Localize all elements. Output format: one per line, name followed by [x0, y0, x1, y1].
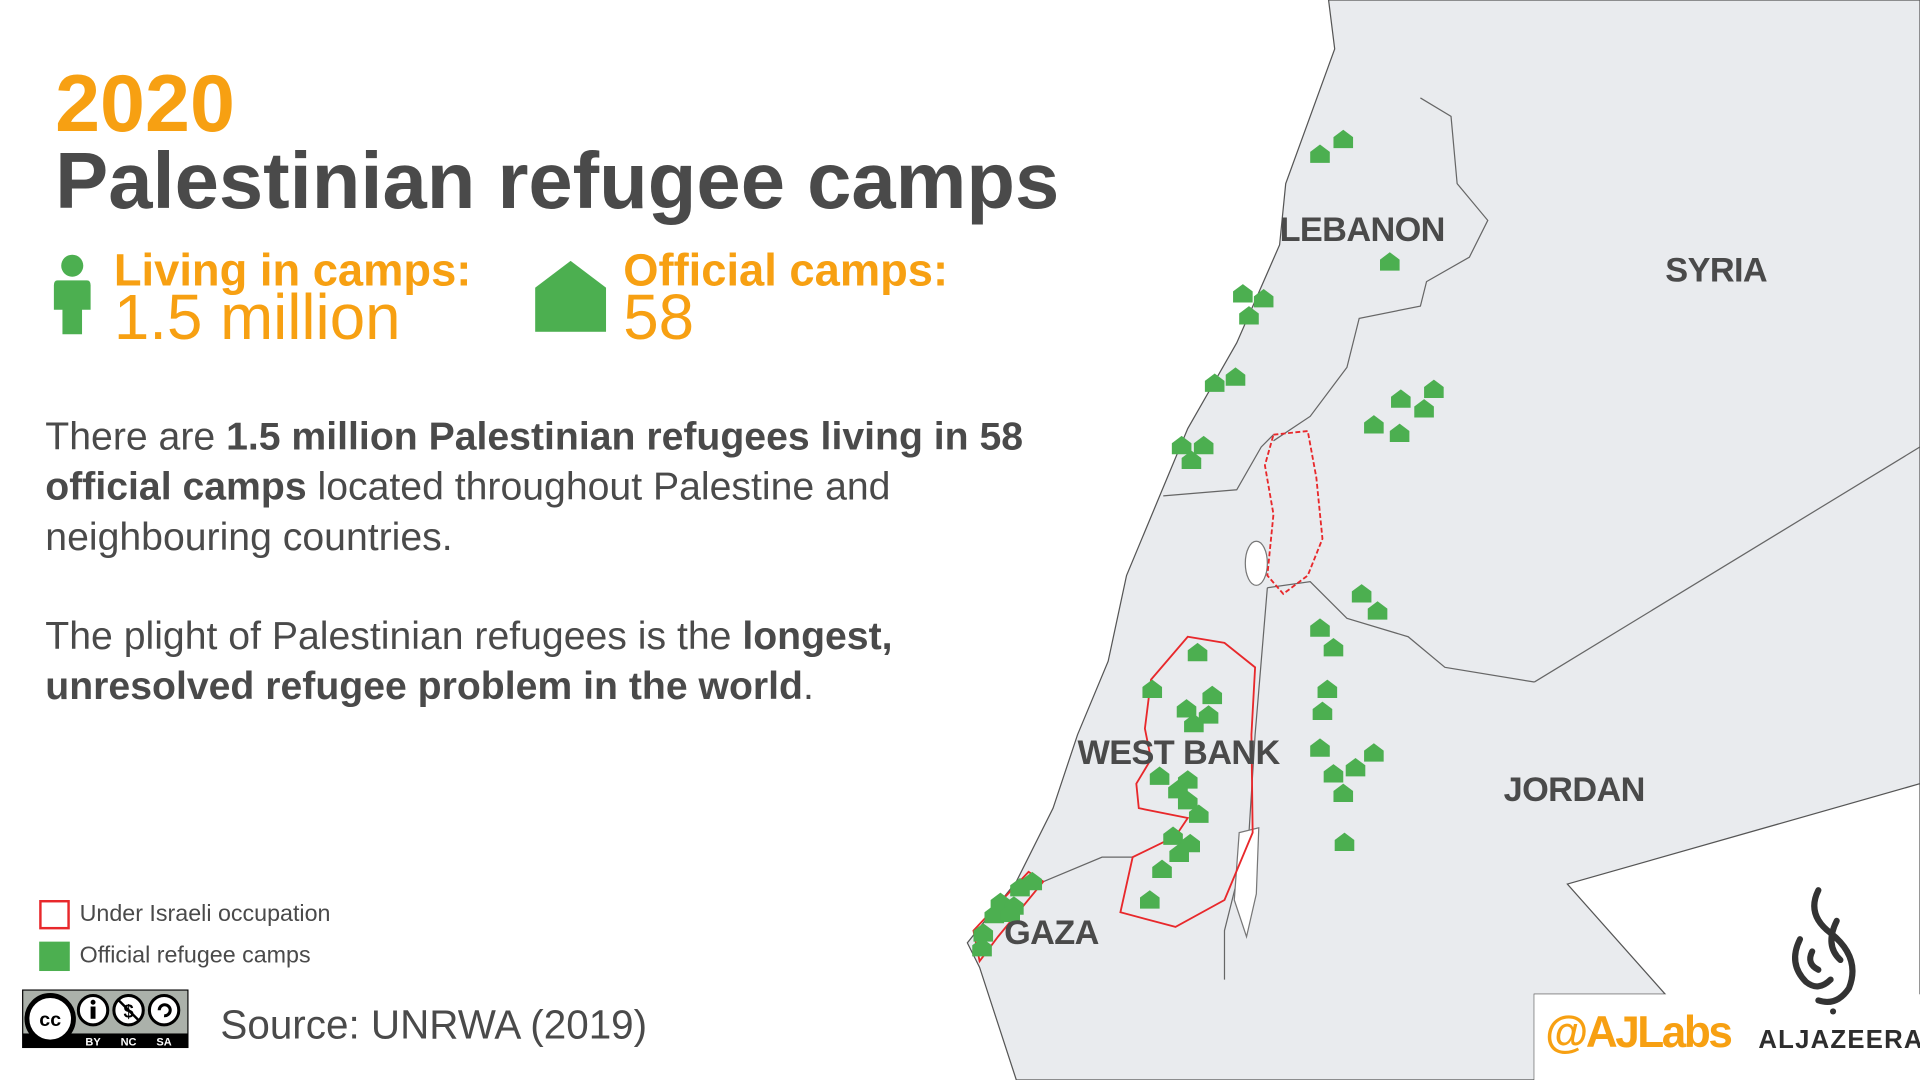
occupied-golan-outline	[1263, 430, 1324, 596]
camp-marker	[1323, 764, 1344, 783]
ajlabs-handle: @AJLabs	[1545, 1006, 1733, 1057]
camp-marker	[1345, 757, 1366, 777]
camp-marker	[1152, 859, 1172, 878]
legend-camps: Official refugee camps	[39, 941, 311, 972]
camp-marker	[1389, 423, 1410, 443]
camp-marker	[1334, 832, 1355, 852]
camp-marker	[1000, 903, 1021, 923]
year: 2020	[55, 57, 235, 149]
camp-marker	[1323, 637, 1344, 657]
camp-marker	[1177, 791, 1198, 810]
camp-marker	[1380, 252, 1400, 271]
camp-marker	[1184, 713, 1204, 733]
camp-marker	[1310, 618, 1330, 637]
camp-marker	[984, 904, 1005, 924]
camp-marker	[1022, 871, 1043, 891]
branding-box	[1534, 994, 1920, 1080]
camp-marker	[1188, 804, 1209, 823]
sea-of-galilee	[1244, 540, 1268, 586]
legend-label: Under Israeli occupation	[79, 901, 331, 927]
house-icon	[535, 260, 607, 332]
legend-swatch-camps	[39, 941, 70, 972]
camp-marker	[1414, 399, 1434, 418]
stat-living-value: 1.5 million	[113, 282, 401, 354]
camp-marker	[1333, 129, 1354, 149]
camp-marker	[1180, 833, 1201, 853]
camp-marker	[1169, 843, 1189, 863]
person-icon	[53, 254, 91, 335]
cc-license-badge: cc $ BY NC SA	[22, 989, 189, 1049]
legend-label: Official refugee camps	[79, 942, 311, 969]
camp-marker	[1333, 783, 1354, 803]
camp-marker	[1253, 288, 1274, 308]
camp-marker	[1149, 766, 1170, 785]
bold-text: 1.5 million Palestinian refugees living …	[45, 413, 1024, 509]
label-lebanon: LEBANON	[1279, 210, 1446, 249]
camp-marker	[1310, 144, 1330, 163]
paragraph-1: There are 1.5 million Palestinian refuge…	[45, 411, 1074, 562]
text: .	[802, 663, 814, 708]
stat-camps-label: Official camps:	[623, 244, 949, 296]
label-gaza: GAZA	[1004, 913, 1099, 952]
legend-swatch-occupation	[39, 900, 70, 930]
paragraph-2: The plight of Palestinian refugees is th…	[45, 611, 976, 711]
west-bank-outline	[1119, 635, 1257, 928]
svg-text:cc: cc	[39, 1009, 61, 1031]
cc-nc: NC	[121, 1037, 137, 1048]
camp-marker	[1187, 642, 1208, 662]
camp-marker	[1317, 679, 1338, 698]
camp-marker	[972, 937, 992, 957]
camp-marker	[1163, 826, 1183, 845]
label-west-bank: WEST BANK	[1077, 733, 1281, 772]
camp-markers	[972, 129, 1444, 957]
camp-marker	[1312, 701, 1333, 721]
camp-marker	[1225, 367, 1246, 386]
camp-marker	[1198, 705, 1219, 724]
stat-living-label: Living in camps:	[113, 244, 472, 296]
camp-marker	[1364, 743, 1384, 762]
dead-sea	[1233, 826, 1260, 940]
camp-marker	[1204, 373, 1225, 392]
camp-marker	[1142, 679, 1163, 698]
aljazeera-wordmark: ALJAZEERA	[1758, 1026, 1920, 1055]
camp-marker	[1364, 415, 1384, 434]
camp-marker	[1171, 435, 1192, 455]
text: located throughout Palestine and neighbo…	[45, 464, 891, 559]
camp-marker	[1391, 389, 1411, 408]
camp-marker	[1233, 284, 1253, 303]
cc-by: BY	[85, 1037, 101, 1048]
camp-marker	[1310, 738, 1330, 757]
aljazeera-logo	[1792, 887, 1856, 1015]
camp-marker	[1424, 379, 1444, 398]
legend-occupation: Under Israeli occupation	[39, 900, 331, 930]
label-syria: SYRIA	[1665, 251, 1768, 289]
bold-text: longest, unresolved refugee problem in t…	[45, 613, 893, 708]
camp-marker	[1351, 584, 1372, 603]
camp-marker	[1193, 435, 1214, 455]
page-title: Palestinian refugee camps	[55, 135, 1060, 226]
camp-marker	[1181, 450, 1202, 469]
camp-marker	[1176, 699, 1197, 718]
label-jordan: JORDAN	[1503, 770, 1646, 809]
stat-camps-value: 58	[623, 282, 695, 354]
text: There are	[45, 413, 227, 458]
camp-marker	[1140, 890, 1160, 909]
camp-marker	[1367, 601, 1388, 620]
camp-marker	[973, 923, 994, 942]
cc-sa: SA	[156, 1037, 171, 1048]
text: The plight of Palestinian refugees is th…	[45, 613, 743, 658]
camp-marker	[1202, 685, 1223, 705]
camp-marker	[1168, 780, 1188, 799]
camp-marker	[1239, 306, 1259, 325]
source-note: Source: UNRWA (2019)	[220, 1001, 648, 1047]
